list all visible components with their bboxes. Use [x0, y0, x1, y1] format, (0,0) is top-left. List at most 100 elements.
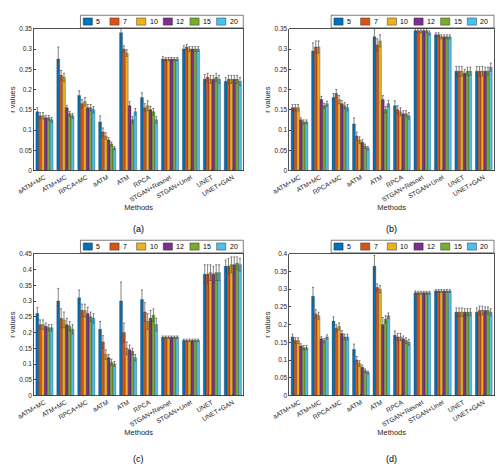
- svg-text:10: 10: [400, 18, 408, 25]
- svg-text:20: 20: [230, 243, 238, 250]
- svg-text:r values: r values: [263, 86, 272, 113]
- svg-text:aATM+MC: aATM+MC: [272, 173, 302, 195]
- svg-text:12: 12: [176, 18, 184, 25]
- svg-text:Methods: Methods: [377, 203, 406, 212]
- svg-text:UNET: UNET: [195, 398, 214, 413]
- svg-text:15: 15: [203, 18, 211, 25]
- svg-text:Methods: Methods: [124, 203, 153, 212]
- svg-text:ATM: ATM: [115, 173, 130, 186]
- svg-text:ATM: ATM: [369, 173, 384, 186]
- svg-text:15: 15: [454, 18, 462, 25]
- svg-text:RPCA: RPCA: [385, 173, 405, 188]
- svg-text:5: 5: [96, 18, 100, 25]
- svg-text:STGAN+Resnet: STGAN+Resnet: [380, 173, 424, 203]
- svg-text:(d): (d): [386, 454, 397, 464]
- svg-text:aATM: aATM: [345, 173, 363, 187]
- svg-text:(b): (b): [386, 224, 397, 234]
- svg-text:12: 12: [427, 243, 435, 250]
- svg-text:5: 5: [347, 18, 351, 25]
- svg-text:0.35: 0.35: [275, 25, 288, 32]
- svg-text:(c): (c): [133, 454, 144, 464]
- svg-text:UNET+GAN: UNET+GAN: [201, 398, 236, 422]
- svg-text:0.05: 0.05: [19, 147, 32, 154]
- svg-text:UNET+GAN: UNET+GAN: [452, 173, 487, 197]
- svg-text:0.3: 0.3: [23, 297, 32, 304]
- svg-text:0.3: 0.3: [278, 285, 287, 292]
- svg-text:0.4: 0.4: [278, 250, 287, 257]
- svg-text:0.45: 0.45: [19, 250, 32, 257]
- svg-text:aATM+MC: aATM+MC: [272, 398, 302, 420]
- svg-text:15: 15: [454, 243, 462, 250]
- svg-text:RPCA: RPCA: [132, 398, 152, 413]
- svg-text:UNET: UNET: [447, 398, 466, 413]
- svg-text:10: 10: [150, 18, 158, 25]
- svg-text:7: 7: [374, 18, 378, 25]
- svg-text:ATM: ATM: [115, 398, 130, 411]
- svg-text:UNET+GAN: UNET+GAN: [452, 398, 487, 422]
- svg-text:aATM+MC: aATM+MC: [16, 173, 46, 195]
- svg-text:5: 5: [347, 243, 351, 250]
- svg-text:12: 12: [427, 18, 435, 25]
- svg-text:RPCA+MC: RPCA+MC: [57, 173, 88, 195]
- svg-text:0.35: 0.35: [19, 282, 32, 289]
- svg-text:0.2: 0.2: [23, 329, 32, 336]
- svg-text:RPCA: RPCA: [385, 398, 405, 413]
- svg-text:0.1: 0.1: [23, 126, 32, 133]
- svg-text:0.05: 0.05: [19, 376, 32, 383]
- svg-text:Methods: Methods: [124, 428, 153, 437]
- svg-text:0.4: 0.4: [23, 266, 32, 273]
- svg-text:UNET+GAN: UNET+GAN: [201, 173, 236, 197]
- svg-text:0.15: 0.15: [19, 345, 32, 352]
- svg-text:Methods: Methods: [377, 428, 406, 437]
- svg-text:0.2: 0.2: [23, 86, 32, 93]
- svg-text:10: 10: [400, 243, 408, 250]
- svg-text:0.25: 0.25: [19, 66, 32, 73]
- svg-text:ATM: ATM: [369, 398, 384, 411]
- svg-text:r values: r values: [8, 86, 17, 113]
- svg-text:7: 7: [123, 243, 127, 250]
- svg-text:0.1: 0.1: [23, 360, 32, 367]
- svg-text:RPCA+MC: RPCA+MC: [57, 398, 88, 420]
- svg-text:0.25: 0.25: [275, 303, 288, 310]
- svg-text:0: 0: [28, 392, 32, 399]
- svg-text:ATM+MC: ATM+MC: [295, 398, 322, 418]
- svg-text:STGAN+Unet: STGAN+Unet: [407, 173, 445, 199]
- svg-text:15: 15: [203, 243, 211, 250]
- svg-text:0.25: 0.25: [275, 66, 288, 73]
- svg-text:STGAN+Resnet: STGAN+Resnet: [128, 173, 172, 203]
- svg-text:0.25: 0.25: [19, 313, 32, 320]
- svg-text:0: 0: [28, 167, 32, 174]
- svg-text:aATM+MC: aATM+MC: [16, 398, 46, 420]
- svg-text:0.2: 0.2: [278, 86, 287, 93]
- svg-text:UNET: UNET: [447, 173, 466, 188]
- svg-text:0.35: 0.35: [19, 25, 32, 32]
- svg-text:RPCA: RPCA: [132, 173, 152, 188]
- svg-text:UNET: UNET: [195, 173, 214, 188]
- svg-text:0.1: 0.1: [278, 356, 287, 363]
- svg-text:aATM: aATM: [91, 173, 109, 187]
- svg-text:aATM: aATM: [345, 398, 363, 412]
- svg-text:5: 5: [96, 243, 100, 250]
- svg-text:ATM+MC: ATM+MC: [295, 173, 322, 193]
- svg-text:RPCA+MC: RPCA+MC: [311, 398, 342, 420]
- svg-text:0.3: 0.3: [23, 45, 32, 52]
- svg-text:0: 0: [284, 167, 288, 174]
- svg-text:10: 10: [150, 243, 158, 250]
- svg-text:0.15: 0.15: [275, 339, 288, 346]
- svg-text:20: 20: [480, 243, 488, 250]
- svg-text:0.05: 0.05: [275, 374, 288, 381]
- svg-text:RPCA+MC: RPCA+MC: [311, 173, 342, 195]
- svg-text:0.1: 0.1: [278, 126, 287, 133]
- svg-text:aATM: aATM: [91, 398, 109, 412]
- svg-text:20: 20: [480, 18, 488, 25]
- svg-text:STGAN+Resnet: STGAN+Resnet: [128, 398, 172, 428]
- svg-text:STGAN+Resnet: STGAN+Resnet: [380, 398, 424, 428]
- svg-text:0.3: 0.3: [278, 45, 287, 52]
- svg-text:0.35: 0.35: [275, 268, 288, 275]
- svg-text:20: 20: [230, 18, 238, 25]
- svg-text:0: 0: [284, 392, 288, 399]
- svg-text:(a): (a): [133, 224, 144, 234]
- svg-text:0.05: 0.05: [275, 147, 288, 154]
- svg-text:STGAN+Unet: STGAN+Unet: [155, 398, 193, 424]
- svg-text:0.15: 0.15: [19, 106, 32, 113]
